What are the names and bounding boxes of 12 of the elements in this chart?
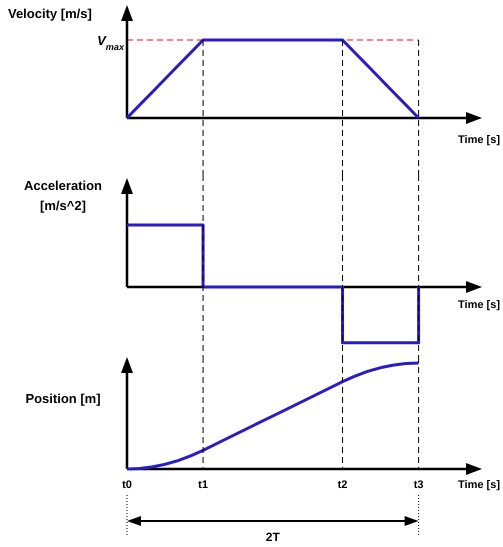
y-axis-title: Position [m] (25, 391, 101, 406)
x-tick-label: t1 (198, 479, 208, 491)
x-tick-label: t2 (338, 479, 348, 491)
text: 2T (266, 530, 280, 544)
ref-line-label: V$_{max}$ (97, 33, 125, 52)
x-tick-label: t0 (122, 479, 132, 491)
x-axis-title: Time [s] (458, 134, 500, 146)
y-axis-title: Velocity [m/s] (8, 6, 92, 21)
x-axis-title: Time [s] (458, 299, 500, 311)
y-axis-title: Acceleration [m/s^2] (24, 178, 102, 213)
x-axis-title: Time [s] (458, 479, 500, 491)
x-tick-label: t3 (414, 479, 424, 491)
